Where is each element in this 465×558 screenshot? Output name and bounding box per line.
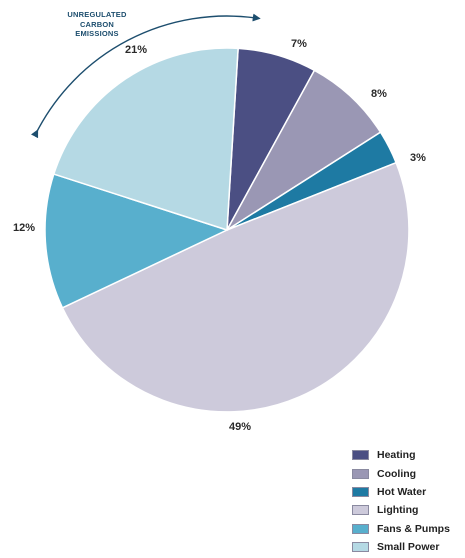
slice-value-label: 12% bbox=[13, 222, 36, 234]
legend: Heating Cooling Hot Water Lighting Fans … bbox=[352, 446, 450, 556]
legend-item-hot-water: Hot Water bbox=[352, 483, 450, 501]
legend-swatch bbox=[352, 468, 369, 479]
legend-item-fans-and-pumps: Fans & Pumps bbox=[352, 520, 450, 538]
legend-label: Cooling bbox=[377, 467, 417, 480]
legend-item-heating: Heating bbox=[352, 446, 450, 464]
annotation-line: CARBON bbox=[79, 19, 115, 29]
legend-swatch bbox=[352, 450, 369, 461]
slice-value-label: 7% bbox=[291, 38, 307, 50]
unregulated-emissions-annotation: UNREGULATED CARBON EMISSIONS bbox=[52, 10, 142, 39]
legend-swatch bbox=[352, 505, 369, 516]
legend-label: Heating bbox=[377, 449, 416, 462]
slice-value-label: 49% bbox=[229, 421, 252, 433]
legend-label: Small Power bbox=[377, 541, 440, 554]
legend-label: Fans & Pumps bbox=[377, 522, 450, 535]
legend-item-lighting: Lighting bbox=[352, 501, 450, 519]
pie-slice-fans-pumps bbox=[44, 173, 230, 309]
legend-swatch bbox=[352, 542, 369, 553]
pie-slice-lighting bbox=[61, 161, 410, 413]
unregulated-emissions-arrow bbox=[30, 13, 261, 139]
slice-value-label: 3% bbox=[410, 152, 426, 164]
legend-swatch bbox=[352, 486, 369, 497]
slice-value-label: 8% bbox=[371, 88, 387, 100]
pie-slice-cooling bbox=[226, 69, 382, 231]
legend-item-small-power: Small Power bbox=[352, 538, 450, 556]
slice-value-label: 21% bbox=[125, 44, 148, 56]
legend-label: Lighting bbox=[377, 504, 419, 517]
annotation-line: UNREGULATED bbox=[67, 10, 127, 19]
legend-swatch bbox=[352, 523, 369, 534]
legend-label: Hot Water bbox=[377, 485, 427, 498]
annotation-line: EMISSIONS bbox=[75, 29, 119, 38]
legend-item-cooling: Cooling bbox=[352, 464, 450, 482]
